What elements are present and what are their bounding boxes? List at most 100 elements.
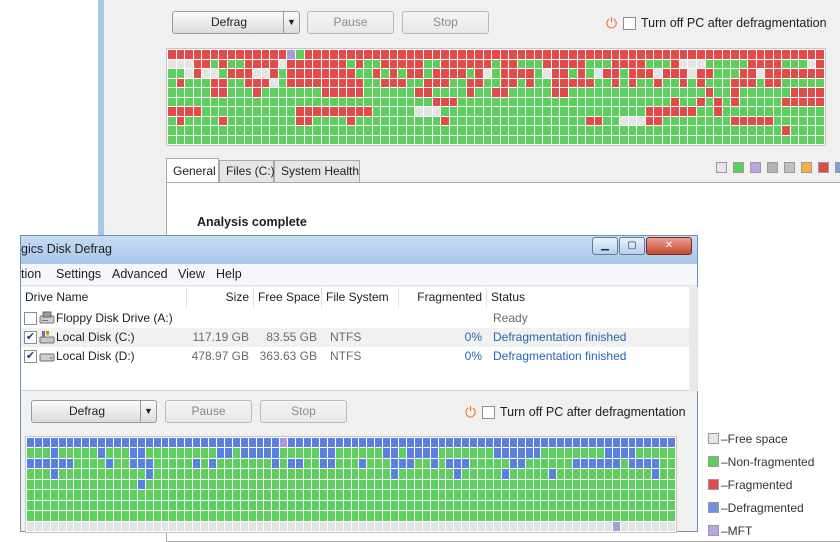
cluster-block (644, 511, 652, 521)
cluster-block (359, 438, 367, 448)
col-file-system[interactable]: File System (322, 287, 399, 308)
cluster-block (389, 135, 398, 144)
cluster-block (261, 97, 270, 106)
drive-row-d[interactable]: ✔ Local Disk (D:) 478.97 GB 363.63 GB NT… (21, 347, 689, 366)
maximize-button[interactable]: ▢ (619, 237, 645, 255)
cluster-block (756, 50, 765, 59)
cluster-block (620, 126, 628, 135)
col-drive-name[interactable]: Drive Name (21, 287, 187, 308)
cluster-block (313, 88, 321, 97)
cluster-block (50, 458, 58, 469)
col-free-space[interactable]: Free Space (254, 287, 322, 308)
bg-pause-button[interactable]: Pause (307, 11, 394, 34)
cluster-block (383, 438, 391, 448)
cluster-block (541, 521, 549, 531)
cluster-block (244, 135, 253, 144)
cluster-block (248, 469, 256, 479)
cluster-block (441, 59, 449, 68)
cluster-block (423, 107, 432, 116)
bg-defrag-dropdown-icon[interactable]: ▼ (283, 12, 299, 33)
cluster-block (748, 97, 756, 106)
cluster-block (185, 59, 193, 68)
cluster-block (748, 59, 756, 68)
menu-advanced[interactable]: Advanced (112, 267, 168, 281)
cluster-block (313, 135, 321, 144)
col-fragmented[interactable]: Fragmented (399, 287, 487, 308)
menu-help[interactable]: Help (216, 267, 242, 281)
tab-general[interactable]: General (166, 158, 219, 183)
cluster-block (611, 135, 620, 144)
cluster-block (637, 59, 645, 68)
cluster-block (185, 69, 193, 78)
menu-settings[interactable]: Settings (56, 267, 102, 281)
minimize-button[interactable]: ▁ (592, 237, 618, 255)
cluster-block (604, 448, 612, 458)
cluster-block (493, 438, 501, 448)
cluster-block (478, 511, 486, 521)
legend-color-swatch (708, 456, 719, 467)
bg-stop-button[interactable]: Stop (402, 11, 489, 34)
stop-button[interactable]: Stop (260, 400, 347, 423)
cluster-block (430, 521, 438, 531)
cluster-block (525, 479, 533, 490)
drive-row-a[interactable]: Floppy Disk Drive (A:) Ready (21, 309, 689, 328)
drive-c-checkbox[interactable]: ✔ (24, 331, 37, 344)
cluster-block (367, 438, 375, 448)
cluster-block (541, 500, 549, 511)
cluster-block (415, 50, 423, 59)
cluster-block (679, 78, 688, 87)
cluster-block (244, 69, 253, 78)
cluster-block (756, 78, 765, 87)
drive-a-checkbox[interactable] (24, 312, 37, 325)
cluster-block (773, 78, 782, 87)
col-size[interactable]: Size (187, 287, 254, 308)
cluster-block (668, 448, 675, 458)
cluster-block (335, 490, 343, 500)
cluster-block (501, 521, 509, 531)
cluster-block (604, 511, 612, 521)
tab-system-health[interactable]: System Health (274, 160, 360, 183)
cluster-block (391, 521, 398, 531)
defrag-button[interactable]: Defrag ▼ (31, 400, 157, 423)
title-bar[interactable]: gics Disk Defrag ▁ ▢ ✕ (21, 236, 697, 264)
cluster-block (256, 469, 264, 479)
cluster-block (722, 88, 731, 97)
cluster-block (272, 490, 280, 500)
cluster-block (557, 490, 565, 500)
drive-status: Ready (493, 311, 528, 325)
cluster-block (705, 78, 714, 87)
cluster-block (343, 448, 351, 458)
cluster-block (169, 490, 177, 500)
close-button[interactable]: ✕ (646, 237, 692, 255)
cluster-block (660, 490, 668, 500)
cluster-block (620, 97, 628, 106)
cluster-block (509, 469, 517, 479)
defrag-dropdown-icon[interactable]: ▼ (140, 401, 156, 422)
bg-shutdown-checkbox[interactable] (623, 17, 636, 30)
cluster-block (517, 88, 526, 97)
bg-defrag-button[interactable]: Defrag ▼ (172, 11, 300, 34)
cluster-block (560, 50, 569, 59)
shutdown-checkbox[interactable] (482, 406, 495, 419)
cluster-block (383, 469, 391, 479)
cluster-block (492, 69, 500, 78)
menu-action[interactable]: tion (21, 267, 42, 281)
cluster-block (551, 135, 560, 144)
cluster-block (773, 107, 782, 116)
pause-button[interactable]: Pause (165, 400, 252, 423)
cluster-block (501, 500, 509, 511)
cluster-block (359, 479, 367, 490)
menu-view[interactable]: View (178, 267, 205, 281)
drive-d-checkbox[interactable]: ✔ (24, 350, 37, 363)
cluster-block (129, 469, 137, 479)
drive-row-c[interactable]: ✔ Local Disk (C:) 117.19 GB 83.55 GB NTF… (21, 328, 689, 347)
col-status[interactable]: Status (491, 290, 526, 304)
cluster-block (594, 69, 603, 78)
tab-files-c[interactable]: Files (C:) (219, 160, 275, 183)
cluster-block (483, 59, 492, 68)
cluster-block (493, 448, 501, 458)
cluster-block (534, 69, 543, 78)
cluster-block (185, 438, 193, 448)
cluster-block (253, 69, 261, 78)
cluster-block (161, 511, 169, 521)
